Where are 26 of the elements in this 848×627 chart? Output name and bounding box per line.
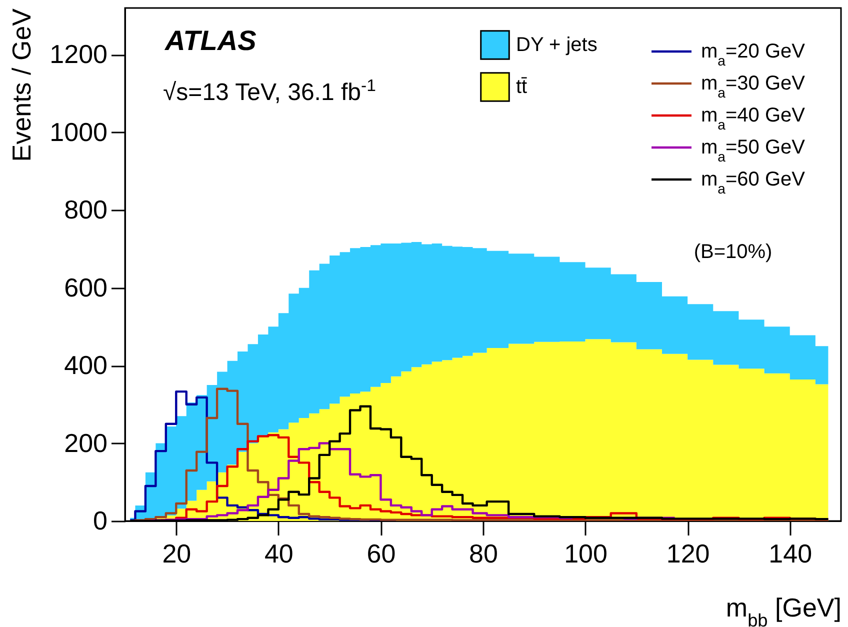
y-tick-label: 200 (64, 428, 108, 458)
legend-label: m$_{a}$=30 GeV (701, 72, 806, 100)
y-tick-label: 400 (64, 350, 108, 380)
legend-label: m$_{a}$=20 GeV (701, 40, 806, 68)
y-tick-label: 0 (93, 506, 108, 536)
annotation: ATLAS (164, 25, 257, 56)
legend-label: DY + jets (516, 34, 598, 56)
y-tick-label: 600 (64, 272, 108, 302)
y-axis-title: Events / GeV (6, 8, 37, 162)
x-tick-label: 100 (564, 538, 608, 568)
x-tick-label: 80 (469, 538, 498, 568)
legend-label: tt̄ (516, 76, 528, 98)
annotation: (B=10%) (694, 241, 772, 263)
annotation: √s=13 TeV, 36.1 fb$^{-1}$ (163, 76, 376, 106)
x-axis-title: m$_{bb}$ [GeV] (726, 592, 842, 627)
y-tick-label: 800 (64, 194, 108, 225)
x-tick-label: 40 (264, 538, 294, 568)
x-tick-label: 140 (768, 538, 812, 568)
legend-label: m$_{a}$=40 GeV (701, 104, 806, 132)
legend-label: m$_{a}$=50 GeV (701, 136, 806, 164)
y-tick-label: 1200 (50, 39, 108, 70)
y-tick-label: 1000 (50, 116, 108, 147)
legend-label: m$_{a}$=60 GeV (701, 168, 806, 196)
x-tick-label: 120 (666, 538, 710, 568)
x-tick-label: 60 (366, 538, 396, 568)
x-tick-label: 20 (162, 538, 192, 568)
